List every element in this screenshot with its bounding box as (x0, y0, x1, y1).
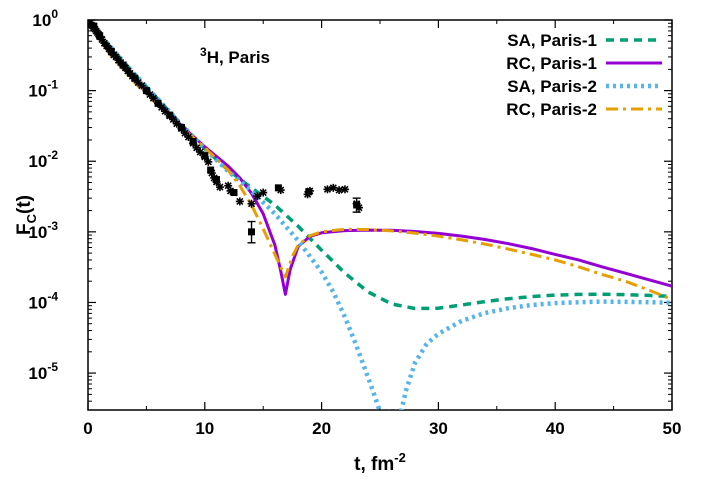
data-point-square (207, 166, 215, 174)
legend: SA, Paris-1 RC, Paris-1 SA, Paris-2 RC, Par… (506, 31, 662, 119)
data-point-square (107, 47, 115, 55)
y-tick-label: 10-5 (28, 360, 58, 383)
data-point-square (274, 184, 282, 192)
x-tick-label: 30 (429, 419, 448, 438)
data-point-square (96, 32, 104, 40)
data-point-star (259, 188, 268, 197)
x-tick-label: 20 (312, 419, 331, 438)
data-point-square (305, 188, 313, 196)
x-tick-label: 50 (663, 419, 682, 438)
data-point-star (323, 185, 332, 194)
data-point-square (166, 111, 174, 119)
data-point-star (172, 119, 181, 128)
x-axis-title: t, fm-2 (354, 450, 406, 475)
data-point-star (253, 192, 262, 201)
data-point-star (215, 183, 224, 192)
data-point-square (212, 176, 220, 184)
axis-ticks: 0 10 20 30 40 50 100 10-1 10-2 10-3 10-4 10-5 (28, 7, 681, 438)
error-bar (247, 220, 256, 244)
data-point-star (247, 199, 256, 208)
x-tick-label: 0 (83, 419, 92, 438)
data-point-star (204, 157, 213, 166)
data-point-square (230, 189, 238, 197)
legend-label-1: SA, Paris-1 (507, 31, 597, 50)
y-tick-label: 10-3 (28, 219, 58, 242)
data-point-star (340, 185, 349, 194)
y-tick-label: 10-1 (28, 78, 58, 101)
data-point-star (196, 148, 205, 157)
data-point-square (189, 138, 197, 146)
chart-annotation: 3H, Paris (200, 45, 270, 67)
data-point-square (201, 152, 209, 160)
y-axis-title: FC(t) (14, 195, 39, 235)
y-tick-label: 10-4 (28, 289, 58, 312)
experimental-points (88, 20, 363, 244)
y-tick-label: 10-2 (28, 148, 58, 171)
legend-label-2: RC, Paris-1 (506, 54, 597, 73)
data-point-square (154, 99, 162, 107)
legend-label-3: SA, Paris-2 (507, 77, 597, 96)
series-line-4 (88, 20, 672, 301)
error-bar (352, 197, 361, 213)
x-tick-label: 10 (195, 419, 214, 438)
x-tick-label: 40 (546, 419, 565, 438)
data-point-square (142, 87, 150, 95)
data-point-square (119, 61, 127, 69)
data-point-square (177, 124, 185, 132)
data-point-star (235, 197, 244, 206)
legend-label-4: RC, Paris-2 (506, 100, 597, 119)
y-tick-label: 100 (32, 7, 58, 30)
data-point-square (131, 74, 139, 82)
data-point-square (90, 22, 98, 30)
